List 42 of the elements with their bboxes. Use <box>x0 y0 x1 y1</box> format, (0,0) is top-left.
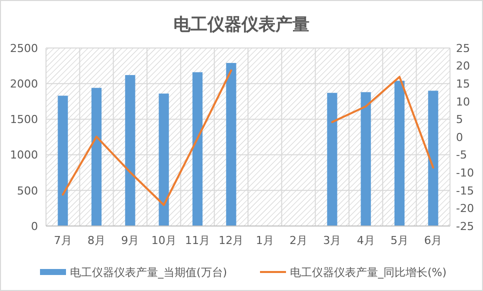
bar <box>394 80 405 226</box>
x-tick-label: 10月 <box>151 234 176 247</box>
y2-tick-label: -20 <box>456 202 474 216</box>
y2-tick-label: 25 <box>456 42 470 55</box>
bar <box>125 75 136 226</box>
y-tick-label: 1000 <box>10 148 38 162</box>
x-tick-label: 5月 <box>390 234 408 247</box>
y-tick-label: 1500 <box>10 113 38 126</box>
x-tick-label: 1月 <box>256 234 274 247</box>
y2-tick-label: 10 <box>456 95 470 108</box>
x-tick-label: 6月 <box>424 234 442 247</box>
x-tick-label: 8月 <box>88 234 106 247</box>
x-tick-label: 12月 <box>218 234 244 247</box>
y-tick-label: 2000 <box>10 77 38 90</box>
y2-tick-label: 20 <box>456 60 470 73</box>
x-tick-label: 11月 <box>185 234 210 247</box>
x-tick-label: 2月 <box>290 234 308 247</box>
bar <box>192 72 203 226</box>
y2-tick-label: -5 <box>456 148 467 162</box>
y2-tick-label: 5 <box>456 113 463 126</box>
legend-label: 电工仪器仪表产量_当期值(万台) <box>70 266 228 279</box>
y-tick-label: 2500 <box>10 42 38 55</box>
x-tick-label: 7月 <box>54 234 72 247</box>
bar <box>58 96 68 226</box>
y2-tick-label: -10 <box>456 166 474 180</box>
y-tick-label: 0 <box>31 220 38 233</box>
bar <box>428 90 438 226</box>
y2-tick-label: -15 <box>456 184 474 198</box>
bar <box>226 62 236 226</box>
bar <box>91 88 102 226</box>
y2-tick-label: 0 <box>456 130 463 144</box>
x-tick-label: 4月 <box>356 234 375 247</box>
y2-tick-label: -25 <box>456 220 474 233</box>
x-tick-label: 9月 <box>121 234 140 247</box>
x-tick-label: 3月 <box>323 234 342 247</box>
y-tick-label: 500 <box>17 184 38 198</box>
chart-title: 电工仪器仪表产量 <box>174 15 310 35</box>
y2-tick-label: 15 <box>456 77 470 90</box>
bar <box>158 94 169 226</box>
bar <box>360 92 371 226</box>
legend-label: 电工仪器仪表产量_同比增长(%) <box>290 266 447 279</box>
bar <box>327 92 338 226</box>
